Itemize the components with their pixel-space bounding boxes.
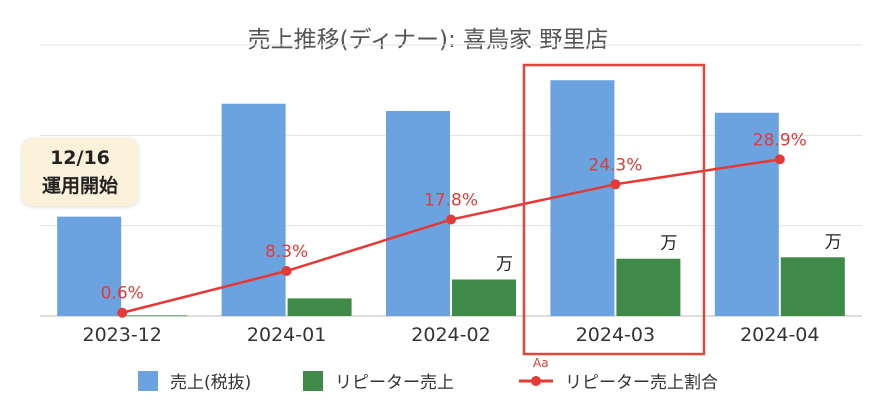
x-axis-ticks: 2023-12 2024-01 2024-02 2024-03 2024-04 — [83, 324, 820, 346]
legend-label-ratio: リピーター売上割合 — [565, 373, 718, 393]
ratio-label: 24.3% — [588, 155, 642, 175]
ratio-label: 17.8% — [424, 191, 478, 211]
repeater-sales-bar — [616, 258, 681, 316]
bars: 万万万 — [57, 80, 845, 317]
legend: 売上(税抜) リピーター売上 リピーター売上割合 — [138, 371, 718, 393]
ratio-label: 0.6% — [101, 284, 144, 304]
ratio-point — [446, 214, 456, 225]
start-annotation-badge: 12/16 運用開始 — [22, 138, 138, 206]
repeater-sales-bar — [780, 257, 845, 316]
x-tick-label: 2024-03 — [576, 324, 655, 346]
highlight-box — [522, 63, 706, 356]
legend-marker-text: Aa — [533, 356, 549, 370]
ratio-point — [117, 307, 128, 318]
x-tick-label: 2023-12 — [83, 324, 162, 346]
sales-bar — [714, 112, 779, 316]
unit-label: 万 — [496, 255, 513, 275]
annotation-text: 運用開始 — [41, 175, 118, 197]
repeater-sales-bar — [452, 279, 516, 316]
legend-dot-ratio — [531, 376, 541, 386]
x-tick-label: 2024-04 — [740, 324, 819, 346]
sales-bar — [386, 110, 450, 317]
ratio-label: 28.9% — [753, 130, 807, 150]
legend-swatch-sales — [138, 371, 158, 391]
sales-bar — [57, 216, 122, 316]
repeater-sales-bar — [287, 298, 352, 316]
ratio-point — [281, 266, 292, 277]
x-tick-label: 2024-02 — [411, 324, 490, 346]
ratio-label: 8.3% — [265, 242, 308, 262]
chart-title: 売上推移(ディナー): 喜鳥家 野里店 — [248, 27, 609, 53]
repeater-sales-bar — [123, 315, 188, 317]
ratio-line-path — [121, 158, 780, 314]
ratio-line: 0.6% 8.3% 17.8% 24.3% 28.9% — [101, 130, 807, 318]
annotation-date: 12/16 — [50, 147, 110, 169]
ratio-point — [774, 154, 785, 165]
legend-label-repeater: リピーター売上 — [335, 373, 454, 393]
ratio-point — [610, 179, 621, 190]
legend-swatch-repeater — [303, 371, 323, 391]
unit-label: 万 — [825, 232, 842, 252]
unit-label: 万 — [660, 234, 677, 254]
sales-bar — [550, 80, 615, 316]
x-tick-label: 2024-01 — [247, 324, 326, 346]
legend-label-sales: 売上(税抜) — [170, 373, 251, 393]
